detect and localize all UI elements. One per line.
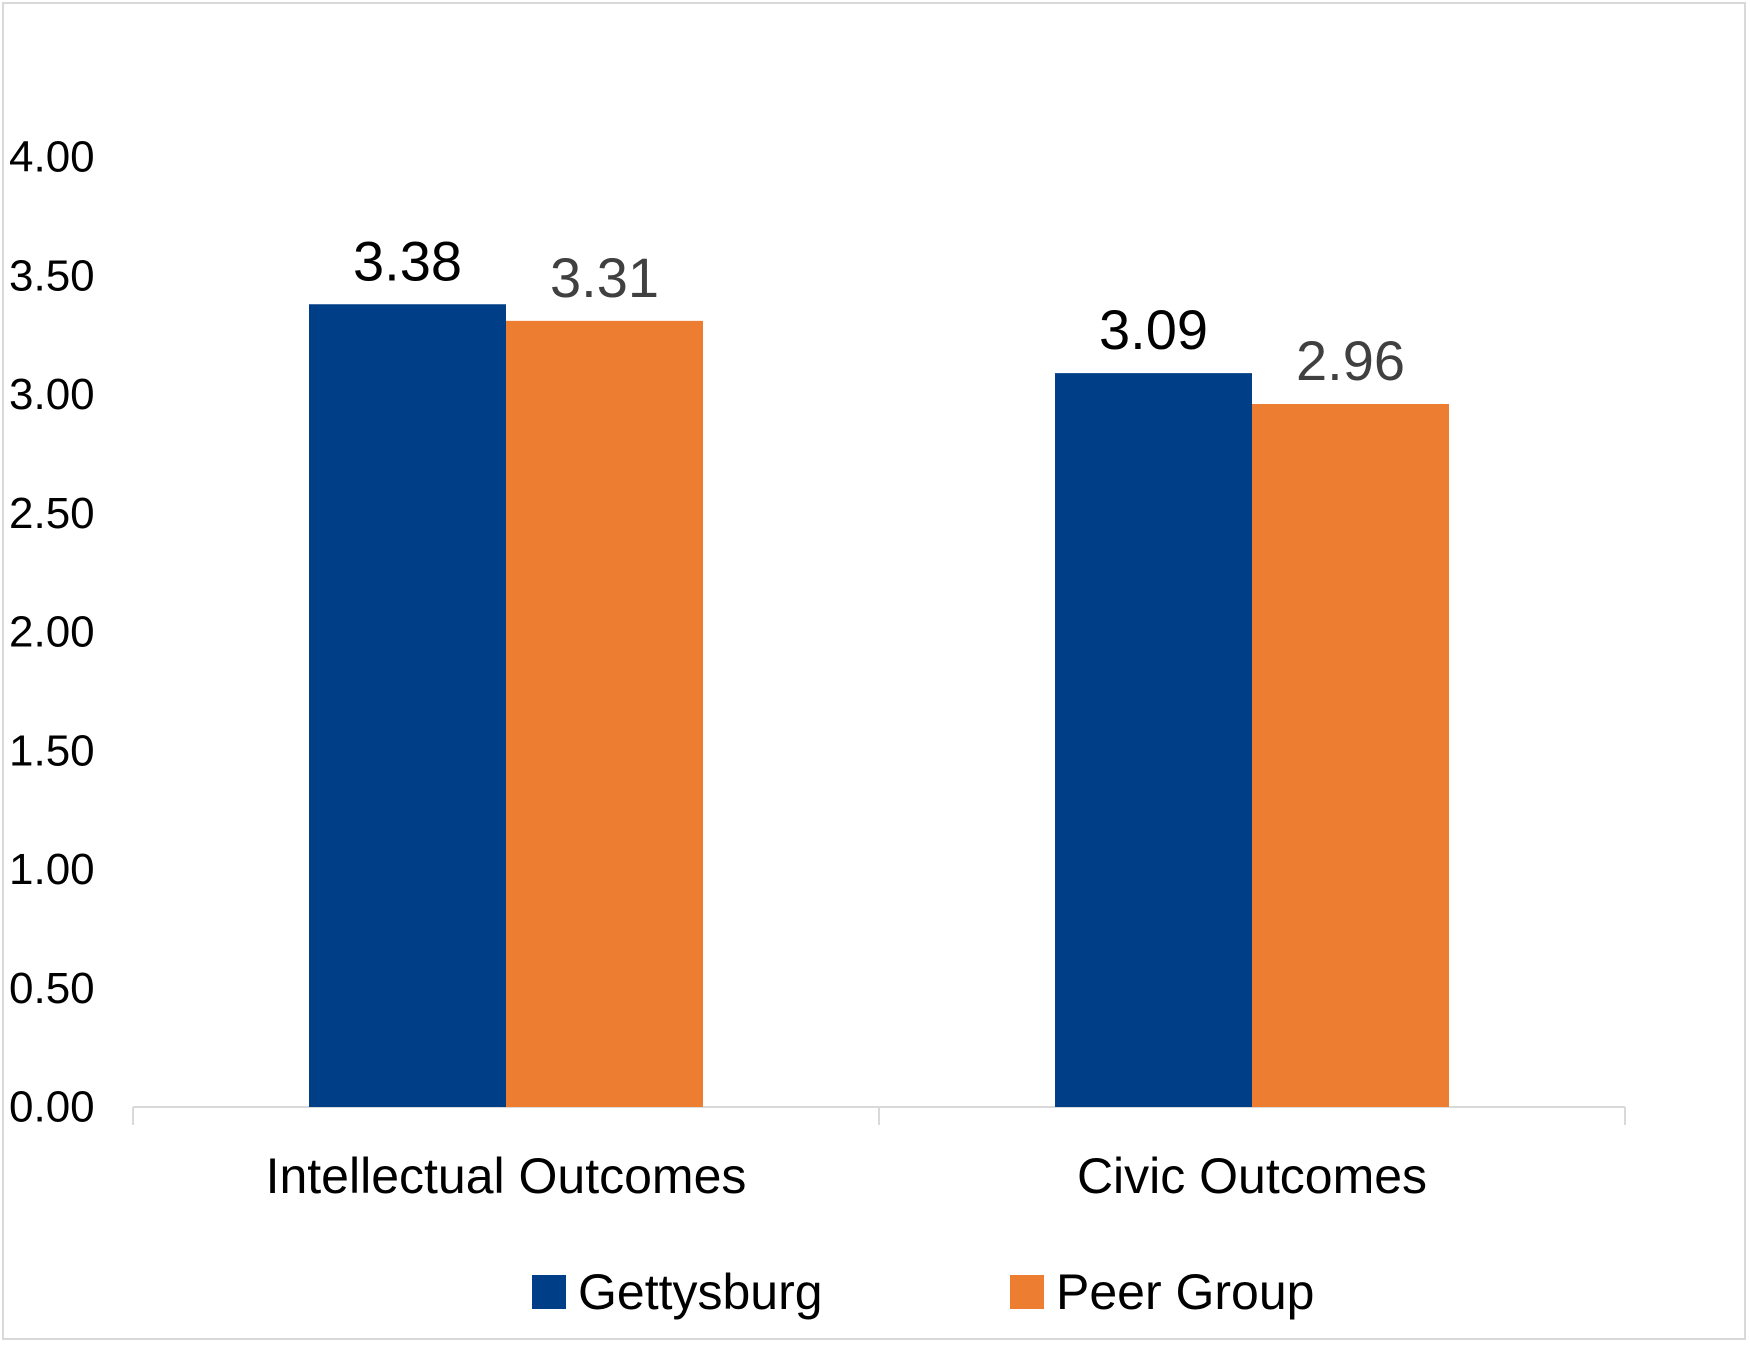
data-label-gettysburg-intellectual-outcomes: 3.38: [353, 229, 462, 292]
y-tick-label: 2.50: [9, 489, 95, 538]
data-label-gettysburg-civic-outcomes: 3.09: [1099, 298, 1208, 361]
bar-gettysburg-intellectual-outcomes[interactable]: [309, 304, 506, 1107]
bar-gettysburg-civic-outcomes[interactable]: [1055, 373, 1252, 1107]
data-label-peer-group-civic-outcomes: 2.96: [1296, 329, 1405, 392]
bar-peer-group-intellectual-outcomes[interactable]: [506, 320, 703, 1107]
category-label-intellectual-outcomes: Intellectual Outcomes: [266, 1148, 747, 1204]
y-tick-label: 2.00: [9, 608, 95, 657]
legend-label-peer-group: Peer Group: [1056, 1264, 1314, 1320]
y-tick-label: 0.00: [9, 1083, 95, 1132]
y-tick-label: 1.50: [9, 726, 95, 775]
y-tick-label: 3.50: [9, 251, 95, 300]
category-label-civic-outcomes: Civic Outcomes: [1077, 1148, 1427, 1204]
bar-peer-group-civic-outcomes[interactable]: [1252, 404, 1449, 1107]
legend-swatch-peer-group: [1010, 1275, 1044, 1309]
y-tick-label: 1.00: [9, 845, 95, 894]
y-tick-label: 4.00: [9, 133, 95, 182]
legend-label-gettysburg: Gettysburg: [578, 1264, 823, 1320]
y-tick-label: 0.50: [9, 964, 95, 1013]
data-label-peer-group-intellectual-outcomes: 3.31: [550, 246, 659, 309]
legend-swatch-gettysburg: [532, 1275, 566, 1309]
y-tick-label: 3.00: [9, 370, 95, 419]
